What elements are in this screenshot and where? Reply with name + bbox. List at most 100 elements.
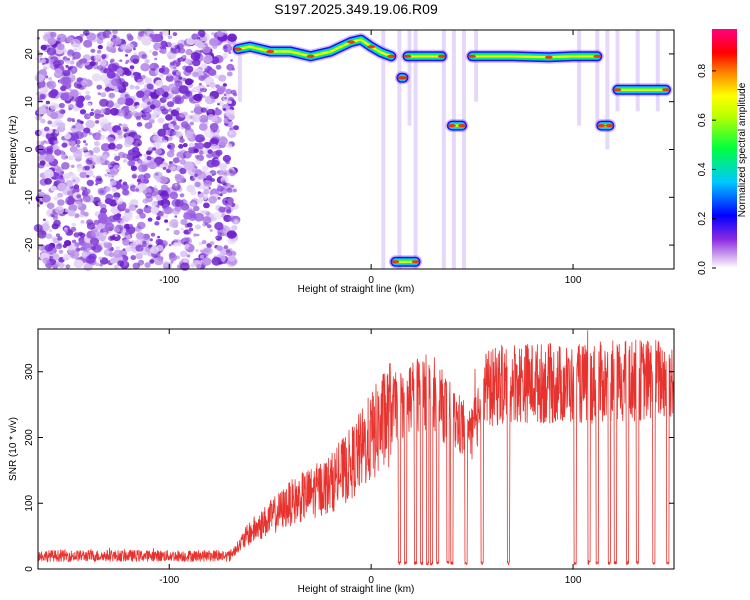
noise-speckle	[233, 93, 238, 97]
noise-speckle	[156, 216, 161, 221]
noise-speckle	[66, 57, 70, 61]
noise-speckle	[160, 48, 167, 55]
noise-speckle	[46, 202, 55, 210]
noise-speckle	[47, 120, 53, 125]
noise-speckle	[102, 123, 112, 131]
noise-speckle	[209, 82, 216, 88]
noise-speckle	[178, 40, 182, 44]
noise-speckle	[89, 237, 100, 246]
noise-speckle	[91, 73, 102, 82]
noise-speckle	[84, 151, 91, 158]
noise-speckle	[169, 191, 179, 200]
noise-speckle	[46, 47, 57, 56]
noise-speckle	[87, 114, 91, 118]
noise-speckle	[83, 86, 87, 89]
noise-speckle	[200, 107, 207, 113]
noise-speckle	[231, 225, 238, 231]
noise-speckle	[83, 140, 87, 144]
noise-speckle	[45, 100, 51, 105]
noise-speckle	[127, 159, 135, 167]
noise-speckle	[85, 90, 90, 95]
noise-speckle	[215, 236, 219, 239]
noise-speckle	[153, 42, 163, 51]
noise-speckle	[95, 120, 100, 124]
noise-speckle	[74, 96, 83, 104]
noise-speckle	[133, 52, 138, 56]
noise-speckle	[96, 38, 104, 45]
noise-speckle	[193, 93, 202, 102]
noise-speckle	[152, 147, 157, 151]
noise-speckle	[149, 104, 156, 110]
noise-speckle	[95, 262, 100, 267]
noise-speckle	[134, 238, 143, 246]
noise-speckle	[215, 64, 222, 70]
noise-speckle	[114, 196, 119, 201]
noise-speckle	[214, 74, 219, 79]
noise-speckle	[59, 108, 66, 115]
noise-speckle	[57, 182, 67, 191]
noise-speckle	[116, 246, 120, 250]
noise-speckle	[126, 33, 133, 39]
noise-speckle	[196, 142, 205, 150]
noise-speckle	[159, 31, 164, 36]
noise-speckle	[68, 107, 72, 111]
noise-speckle	[227, 197, 234, 203]
noise-speckle	[63, 229, 69, 233]
noise-speckle	[116, 68, 124, 75]
spectrogram-streak	[577, 30, 582, 126]
noise-speckle	[154, 57, 158, 61]
noise-speckle	[197, 191, 201, 195]
noise-speckle	[180, 262, 190, 271]
noise-speckle	[167, 73, 172, 77]
noise-speckle	[45, 233, 53, 239]
noise-speckle	[80, 210, 86, 215]
x-tick-label: -100	[159, 575, 179, 586]
noise-speckle	[90, 229, 100, 238]
noise-speckle	[99, 263, 104, 267]
noise-speckle	[176, 242, 182, 247]
noise-speckle	[80, 131, 88, 138]
noise-speckle	[98, 60, 107, 67]
noise-speckle	[227, 100, 232, 104]
noise-speckle	[228, 131, 234, 135]
noise-speckle	[179, 193, 185, 198]
noise-speckle	[190, 263, 196, 268]
y-tick-label: -10	[24, 190, 35, 205]
spectral-peak	[399, 76, 408, 80]
x-tick-label: 100	[565, 575, 582, 586]
spectral-peak	[593, 54, 602, 58]
spectral-peak	[468, 54, 477, 58]
noise-speckle	[211, 32, 215, 36]
noise-speckle	[174, 80, 183, 88]
noise-speckle	[179, 112, 186, 118]
noise-speckle	[231, 67, 236, 71]
noise-speckle	[105, 80, 110, 84]
noise-speckle	[191, 33, 199, 40]
noise-speckle	[57, 236, 63, 241]
colorbar-tick-label: 0.4	[697, 162, 708, 176]
noise-speckle	[114, 264, 119, 269]
spectrogram-streak	[451, 30, 456, 269]
noise-speckle	[154, 156, 164, 165]
noise-speckle	[111, 78, 121, 87]
noise-speckle	[152, 51, 159, 56]
noise-speckle	[65, 65, 69, 68]
noise-speckle	[162, 213, 169, 219]
noise-speckle	[172, 96, 182, 104]
spectrogram-streak	[397, 30, 402, 269]
noise-speckle	[183, 212, 192, 220]
spectral-track-main-carrier-a	[236, 38, 393, 58]
snr-x-label: Height of straight line (km)	[298, 584, 415, 595]
noise-speckle	[199, 249, 203, 253]
noise-speckle	[125, 54, 128, 57]
noise-speckle	[195, 159, 202, 165]
noise-speckle	[209, 241, 215, 246]
noise-speckle	[100, 143, 111, 152]
noise-speckle	[39, 93, 46, 100]
noise-speckle	[158, 67, 165, 74]
noise-speckle	[69, 132, 79, 141]
noise-speckle	[124, 97, 134, 107]
noise-speckle	[112, 214, 121, 221]
noise-speckle	[60, 76, 70, 85]
noise-speckle	[165, 114, 173, 121]
